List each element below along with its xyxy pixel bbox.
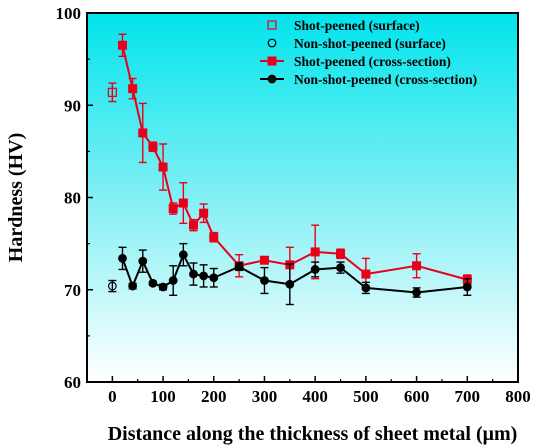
data-point [138, 128, 148, 138]
legend-label: Non-shot-peened (surface) [294, 36, 446, 51]
data-point [107, 87, 117, 97]
data-point [260, 276, 269, 285]
data-point [117, 40, 127, 50]
legend-item: Shot-peened (cross-section) [260, 54, 451, 69]
data-point [189, 269, 198, 279]
data-point [234, 262, 244, 272]
x-tick-label: 700 [455, 387, 481, 406]
data-point [259, 255, 269, 265]
data-point [199, 271, 209, 281]
data-point [412, 261, 422, 271]
x-tick-label: 800 [505, 387, 531, 406]
data-point [361, 269, 371, 279]
legend-label: Shot-peened (surface) [294, 18, 420, 33]
x-tick-label: 200 [201, 387, 227, 406]
data-point [168, 276, 178, 285]
x-tick-label: 600 [404, 387, 430, 406]
series-3 [118, 242, 472, 306]
data-point [199, 208, 209, 218]
x-tick-label: 100 [150, 387, 176, 406]
y-axis-title: Hardness (HV) [5, 133, 27, 262]
y-tick-label: 70 [64, 281, 81, 300]
y-tick-label: 60 [64, 373, 81, 392]
data-point [148, 142, 158, 152]
legend-marker [267, 38, 277, 48]
legend-marker [267, 56, 277, 66]
legend-item: Non-shot-peened (surface) [267, 36, 446, 51]
legend-marker [267, 20, 277, 30]
data-point [209, 273, 219, 283]
data-point [178, 198, 188, 208]
data-point [285, 279, 295, 289]
plot-area [87, 13, 518, 382]
data-point [138, 256, 148, 266]
legend-item: Non-shot-peened (cross-section) [260, 72, 477, 87]
error-bar [108, 82, 117, 103]
legend-label: Shot-peened (cross-section) [294, 54, 451, 69]
legend: Shot-peened (surface) Non-shot-peened (su… [260, 18, 477, 87]
y-tick-label: 80 [64, 189, 81, 208]
x-tick-label: 500 [353, 387, 379, 406]
data-point [310, 265, 320, 274]
data-point [128, 84, 138, 94]
data-point [148, 278, 158, 288]
x-tick-label: 0 [108, 387, 117, 406]
series-1 [107, 279, 117, 293]
data-point [412, 288, 421, 297]
legend-marker [267, 74, 277, 84]
x-axis-title: Distance along the thickness of sheet me… [108, 423, 518, 445]
data-point [188, 220, 198, 230]
data-point [118, 253, 127, 263]
y-tick-label: 90 [64, 96, 81, 115]
legend-label: Non-shot-peened (cross-section) [294, 72, 477, 87]
data-point [336, 249, 346, 259]
data-point [310, 247, 320, 257]
data-point [209, 232, 219, 242]
data-point [158, 162, 168, 172]
data-point [178, 250, 188, 260]
series-0 [107, 82, 117, 103]
data-point [336, 263, 345, 273]
data-point [361, 283, 371, 293]
legend-item: Shot-peened (surface) [267, 18, 420, 33]
data-point [107, 281, 117, 291]
y-tick-label: 100 [56, 4, 82, 23]
x-tick-label: 300 [252, 387, 278, 406]
x-tick-label: 400 [302, 387, 328, 406]
data-point [168, 204, 178, 214]
data-point [128, 281, 138, 291]
data-point [462, 282, 472, 292]
data-point [158, 282, 168, 292]
